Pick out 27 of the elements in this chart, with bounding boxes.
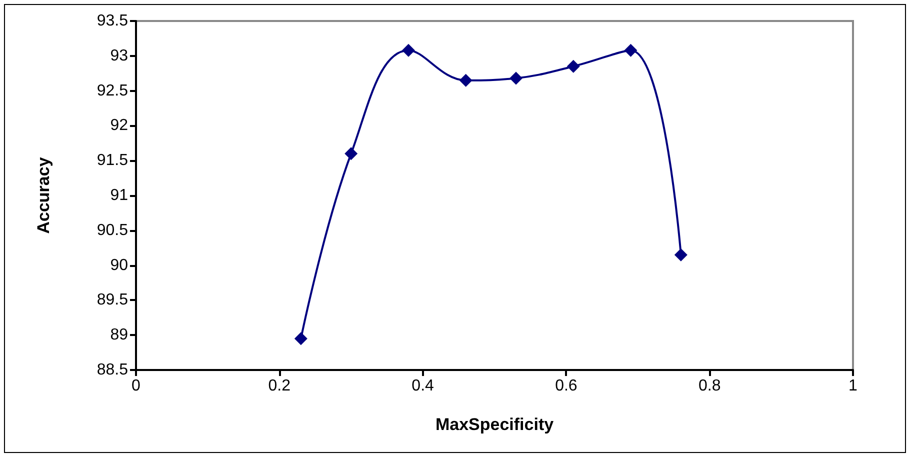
y-tick-label: 92.5 xyxy=(96,82,128,100)
point xyxy=(566,60,580,73)
y-tick-label: 92 xyxy=(110,117,128,134)
y-tick-label: 88.5 xyxy=(96,362,128,378)
x-tick-label: 1 xyxy=(848,378,858,394)
x-tick-label: 0.6 xyxy=(555,378,578,394)
y-tick-label: 93.5 xyxy=(96,12,128,30)
y-tick-label: 91.5 xyxy=(96,152,128,170)
y-tick-label: 93 xyxy=(110,47,128,64)
y-tick-label: 89 xyxy=(110,326,128,344)
x-tick-label: 0.8 xyxy=(698,378,721,394)
x-tick-label: 0.2 xyxy=(268,378,291,394)
y-tick-label: 90 xyxy=(110,256,128,274)
point xyxy=(294,332,308,346)
point xyxy=(344,147,358,160)
point xyxy=(402,44,415,57)
point xyxy=(510,72,523,85)
y-tick-label: 90.5 xyxy=(96,222,128,239)
y-tick-label: 91 xyxy=(110,187,128,204)
x-tick-label: 0 xyxy=(132,378,141,394)
point xyxy=(674,248,688,262)
x-tick-label: 0.4 xyxy=(412,378,434,394)
x-axis-title: MaxSpecificity xyxy=(435,415,554,434)
y-axis-title: Accuracy xyxy=(34,156,53,234)
point xyxy=(624,44,638,57)
point xyxy=(459,74,472,87)
y-tick-label: 89.5 xyxy=(96,292,128,309)
